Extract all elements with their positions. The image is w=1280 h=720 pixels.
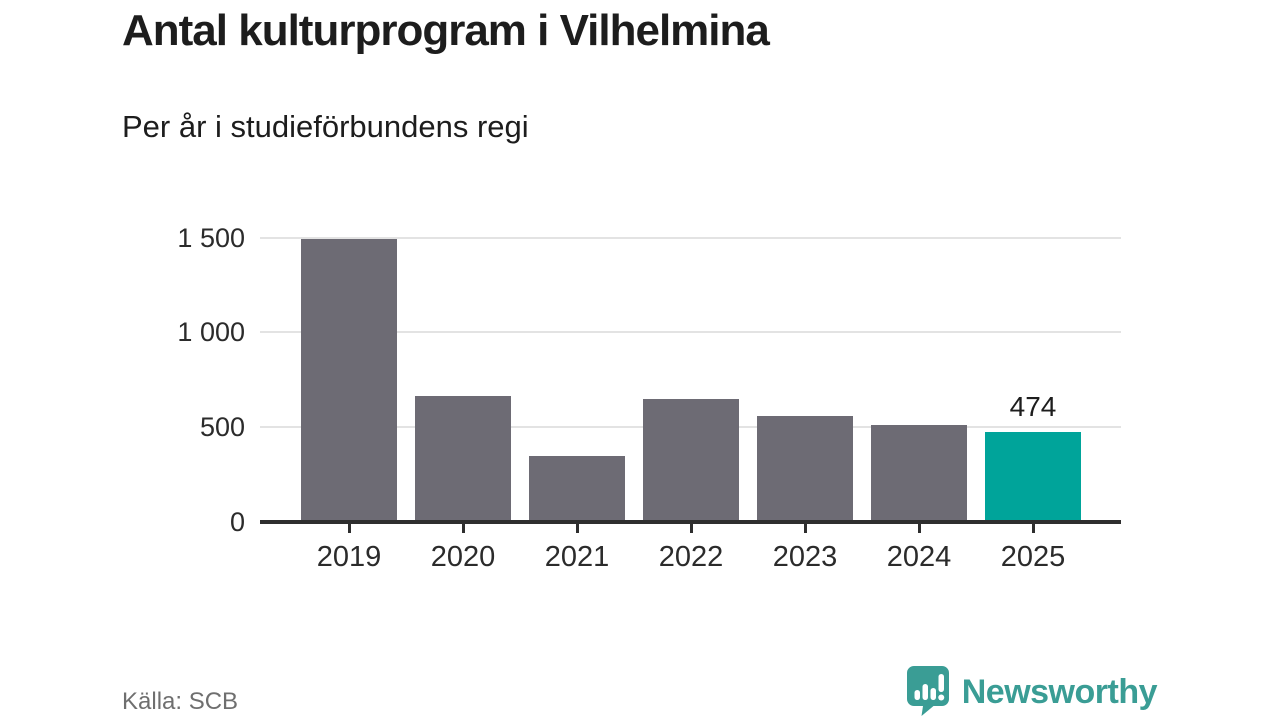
x-axis-label: 2021: [544, 541, 610, 573]
source-label: Källa: SCB: [122, 688, 239, 715]
brand-name: Newsworthy: [961, 673, 1158, 711]
bar-2025: [985, 432, 1081, 522]
bar-2022: [643, 399, 739, 522]
bar-2021: [529, 456, 625, 522]
x-axis-line: [260, 520, 1121, 524]
bar-2023: [757, 416, 853, 522]
x-axis-tick: [689, 524, 693, 533]
bar-chart-speech-bubble-icon: [905, 664, 951, 720]
x-axis-tick: [461, 524, 465, 533]
plot-area: 0 500 1 000 1 500 2019 2020 2021 2022 2023 2024 20…: [177, 2, 1121, 573]
x-axis-label: 2025: [1000, 541, 1066, 573]
x-axis-tick: [803, 524, 807, 533]
bar-2019: [301, 239, 397, 522]
y-axis-label: 1 500: [177, 222, 245, 253]
x-axis-tick: [917, 524, 921, 533]
x-axis-label: 2019: [316, 541, 382, 573]
x-axis-label: 2020: [430, 541, 496, 573]
y-axis-label: 0: [229, 507, 245, 537]
x-axis-tick: [1031, 524, 1035, 533]
gridline-1500: [260, 236, 1121, 239]
chart-subtitle: Per år i studieförbundens regi: [122, 109, 529, 144]
x-axis-tick: [347, 524, 351, 533]
y-axis-label: 500: [199, 412, 245, 443]
gridline-1000: [260, 331, 1121, 334]
chart-title: Antal kulturprogram i Vilhelmina: [122, 6, 770, 55]
bar-value-label: 474: [1009, 391, 1057, 423]
x-axis-tick: [575, 524, 579, 533]
bar-2020: [415, 396, 511, 522]
newsworthy-logo: Newsworthy: [905, 664, 1158, 720]
x-axis-label: 2024: [886, 541, 952, 573]
x-axis-label: 2023: [772, 541, 838, 573]
x-axis-label: 2022: [658, 541, 724, 573]
bar-2024: [871, 425, 967, 522]
y-axis-label: 1 000: [177, 317, 245, 348]
